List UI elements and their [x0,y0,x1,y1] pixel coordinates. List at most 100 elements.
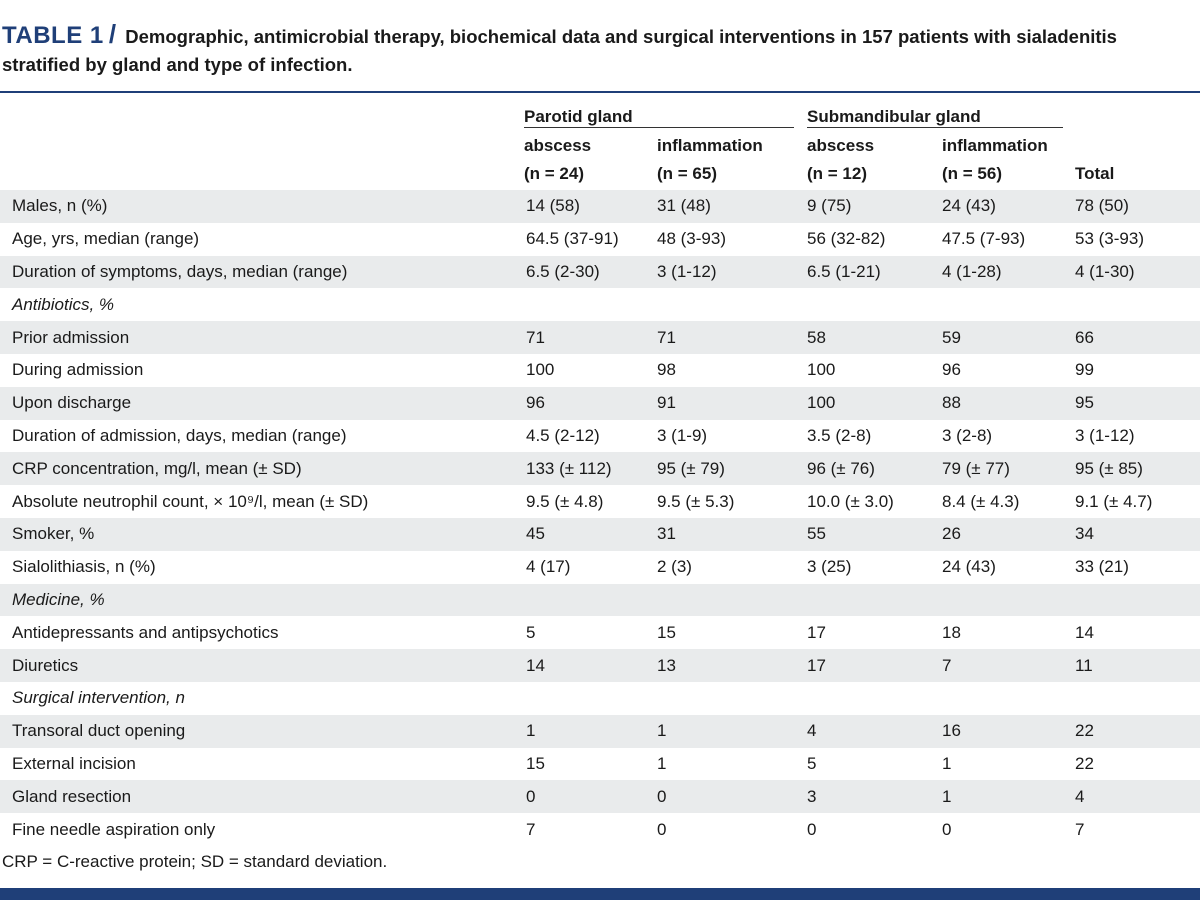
header-n-parotid-abscess: (n = 24) [524,164,584,183]
title-divider [0,91,1200,93]
cell-value: 4 (17) [526,557,571,577]
row-label: Antidepressants and antipsychotics [12,622,279,642]
row-label: Antibiotics, % [12,294,115,314]
cell-value: 13 [657,655,676,675]
row-label: Smoker, % [12,524,95,544]
cell-value: 14 (58) [526,196,580,216]
cell-value: 100 [807,393,836,413]
cell-value: 24 (43) [942,196,996,216]
cell-value: 100 [526,360,555,380]
cell-value: 95 (± 85) [1075,458,1143,478]
table-row: Absolute neutrophil count, × 10⁹/l, mean… [0,485,1200,518]
table-row: Age, yrs, median (range) 64.5 (37-91) 48 (… [0,223,1200,256]
cell-value: 0 [526,786,536,806]
cell-value: 55 [807,524,826,544]
row-label: CRP concentration, mg/l, mean (± SD) [12,458,302,478]
cell-value: 7 [942,655,952,675]
row-label: Gland resection [12,786,132,806]
header-blank-3 [1063,128,1200,156]
cell-value: 95 (± 79) [657,458,725,478]
cell-value: 26 [942,524,961,544]
cell-value: 96 (± 76) [807,458,875,478]
cell-value: 78 (50) [1075,196,1129,216]
table-row: Upon discharge 96 91 100 88 95 [0,386,1200,420]
cell-value [795,682,930,715]
cell-value: 22 [1075,753,1094,773]
row-label: Duration of admission, days, median (ran… [12,425,347,445]
cell-value: 1 [657,753,667,773]
cell-value: 0 [657,786,667,806]
header-n-parotid-inflammation: (n = 65) [657,164,717,183]
table-row: Diuretics 14 13 17 7 11 [0,649,1200,682]
cell-value: 66 [1075,327,1094,347]
cell-value [930,288,1063,321]
cell-value [795,288,930,321]
row-label: Diuretics [12,655,79,675]
row-label: Fine needle aspiration only [12,819,216,839]
row-label: Age, yrs, median (range) [12,229,200,249]
cell-value [512,288,645,321]
cell-value: 56 (32-82) [807,229,886,249]
cell-value [645,584,795,617]
cell-value: 58 [807,327,826,347]
table-row: Gland resection 0 0 3 1 4 [0,780,1200,814]
cell-value [930,584,1063,617]
cell-value: 71 [657,327,676,347]
cell-value: 6.5 (1-21) [807,261,881,281]
row-label: Upon discharge [12,393,132,413]
cell-value: 0 [657,819,667,839]
table-row: Sialolithiasis, n (%) 4 (17) 2 (3) 3 (25) 24… [0,551,1200,584]
cell-value: 79 (± 77) [942,458,1010,478]
cell-value: 48 (3-93) [657,229,726,249]
cell-value [512,682,645,715]
table-row: Transoral duct opening 1 1 4 16 22 [0,714,1200,748]
cell-value: 9.1 (± 4.7) [1075,491,1153,511]
row-label: Duration of symptoms, days, median (rang… [12,261,348,281]
table-row: Antidepressants and antipsychotics 5 15 17 1… [0,616,1200,649]
table-number: TABLE 1 [2,22,104,49]
cell-value [1063,288,1200,321]
table-row: Surgical intervention, n [0,682,1200,715]
cell-value [1063,584,1200,617]
cell-value: 99 [1075,360,1094,380]
cell-value [645,682,795,715]
cell-value: 53 (3-93) [1075,229,1144,249]
cell-value: 11 [1075,655,1093,675]
data-table: Parotid gland Submandibular gland absces… [0,96,1200,846]
header-submandibular-label: Submandibular gland [807,107,981,126]
cell-value: 1 [942,786,952,806]
header-parotid-inflammation: inflammation [657,136,763,155]
cell-value: 3 (1-9) [657,425,708,445]
cell-value: 3 (1-12) [1075,425,1135,445]
cell-value: 98 [657,360,676,380]
footnote: CRP = C-reactive protein; SD = standard … [2,852,388,871]
cell-value: 4.5 (2-12) [526,425,600,445]
table-row: CRP concentration, mg/l, mean (± SD) 133 … [0,452,1200,486]
cell-value: 24 (43) [942,557,996,577]
cell-value: 10.0 (± 3.0) [807,491,894,511]
header-parotid: Parotid gland [512,96,795,128]
cell-value: 9 (75) [807,196,852,216]
cell-value: 5 [526,622,536,642]
cell-value: 91 [657,393,676,413]
cell-value: 59 [942,327,961,347]
table-caption: TABLE 1 / Demographic, antimicrobial the… [2,20,1192,79]
cell-value: 15 [657,622,676,642]
cell-value: 4 (1-28) [942,261,1002,281]
table-row: External incision 15 1 5 1 22 [0,748,1200,781]
table-row: Duration of symptoms, days, median (rang… [0,255,1200,289]
cell-value: 14 [1075,622,1094,642]
cell-value: 9.5 (± 5.3) [657,491,735,511]
cell-value: 8.4 (± 4.3) [942,491,1020,511]
table-row: Fine needle aspiration only 7 0 0 0 7 [0,813,1200,846]
title-slash: / [108,19,117,49]
table-row: Smoker, % 45 31 55 26 34 [0,517,1200,551]
header-submandibular: Submandibular gland [795,96,1063,128]
header-parotid-abscess: abscess [524,136,592,155]
table-row: Medicine, % [0,583,1200,617]
header-n-sub-inflammation: (n = 56) [942,164,1002,183]
cell-value: 100 [807,360,836,380]
header-sub-inflammation: inflammation [942,136,1048,155]
cell-value: 1 [942,753,952,773]
cell-value: 16 [942,721,961,741]
